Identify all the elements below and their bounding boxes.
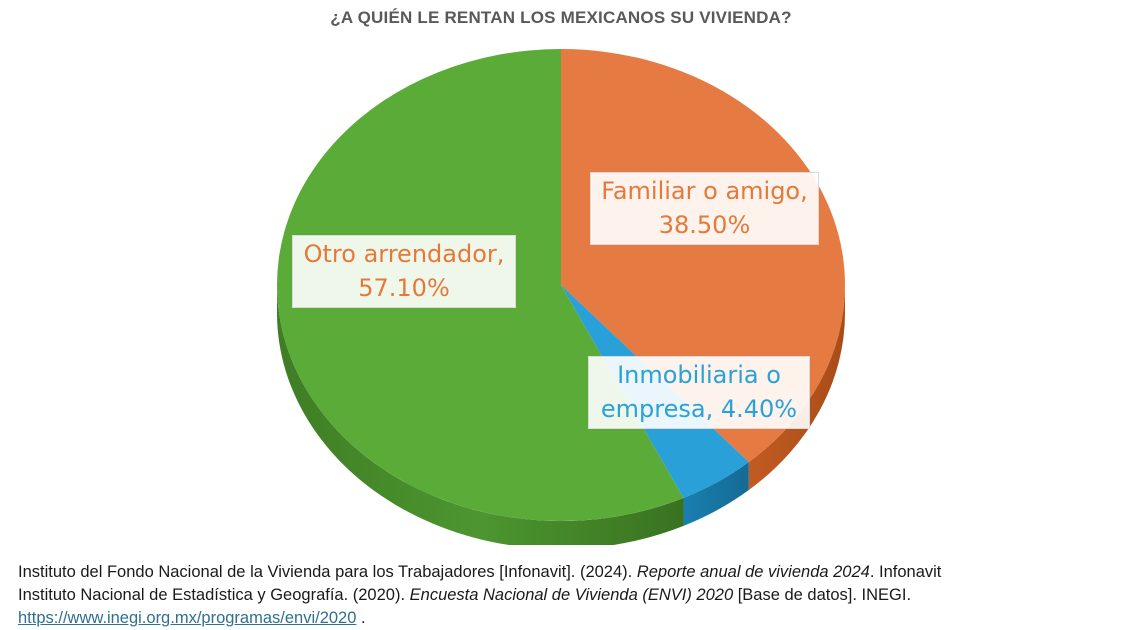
- chart-title: ¿A QUIÉN LE RENTAN LOS MEXICANOS SU VIVI…: [330, 8, 792, 27]
- pie-side-otro: [277, 285, 684, 545]
- citation-line-1: Instituto del Fondo Nacional de la Vivie…: [18, 563, 942, 581]
- slice-label-inmobiliaria: Inmobiliaria o empresa, 4.40%: [588, 356, 810, 429]
- pie-chart: [277, 49, 845, 545]
- slice-label-otro: Otro arrendador, 57.10%: [292, 235, 516, 308]
- slice-label-familiar: Familiar o amigo, 38.50%: [590, 172, 819, 245]
- citation-line-2: Instituto Nacional de Estadística y Geog…: [18, 586, 912, 604]
- pie-side-inmobiliaria: [683, 462, 749, 526]
- citation-line-3: https://www.inegi.org.mx/programas/envi/…: [18, 609, 366, 627]
- inegi-link[interactable]: https://www.inegi.org.mx/programas/envi/…: [18, 609, 357, 627]
- pie-side-familiar: [748, 285, 845, 491]
- source-citation: Instituto del Fondo Nacional de la Vivie…: [18, 561, 1108, 630]
